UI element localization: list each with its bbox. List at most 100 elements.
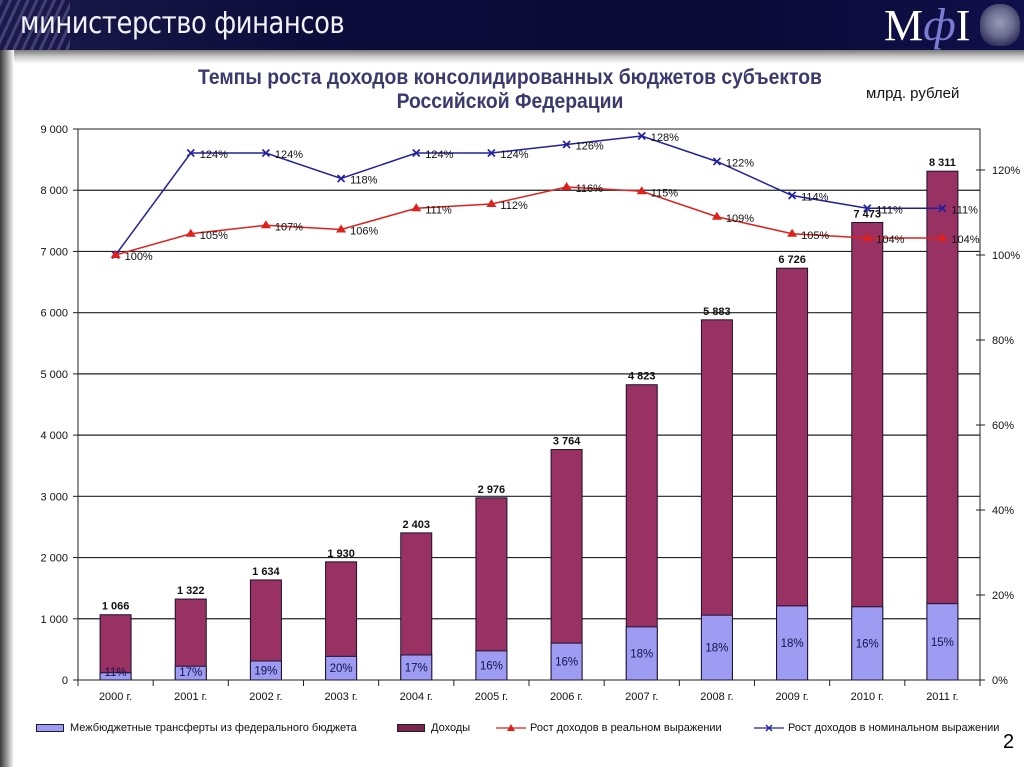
nominal-growth-label: 124% [425,149,453,161]
x-tick-label: 2005 г. [475,691,508,703]
nominal-growth-label: 114% [801,192,829,204]
frame-shadow-left [0,50,14,767]
bar-transfers [926,603,959,681]
real-growth-label: 106% [350,226,378,238]
real-growth-marker [561,182,572,190]
real-growth-marker [636,186,647,195]
real-growth-marker [411,203,422,212]
bar-transfers [249,660,282,681]
nominal-growth-marker [938,204,947,213]
chart-title: Темпы роста доходов консолидированных бю… [179,66,841,114]
coat-of-arms-icon [980,4,1020,46]
legend-label-transfers: Межбюджетные трансферты из федерального … [70,722,357,734]
x-tick-label: 2000 г. [99,691,132,703]
real-growth-marker [711,211,722,220]
y2-tick-label: 80% [992,335,1014,347]
y-tick-label: 0 [62,675,68,687]
transfer-share-label: 16% [555,657,578,669]
y2-tick-label: 120% [992,165,1020,177]
nominal-growth-marker [863,204,872,213]
bar-value-label: 1 930 [327,548,355,560]
y-tick-label: 9 000 [40,124,68,136]
real-growth-marker [185,228,196,237]
bar-transfers [99,672,132,681]
bar-value-label: 2 403 [402,519,430,531]
bar-transfers [625,626,658,681]
bar-value-label: 5 883 [703,306,731,318]
x-tick-label: 2007 г. [625,691,658,703]
logo-letter-m: М [884,1,924,50]
nominal-growth-label: 128% [651,132,679,144]
bar-value-label: 4 823 [628,371,656,383]
bar-value-label: 2 976 [478,484,506,496]
plot-area [77,128,981,681]
bar-income [550,449,583,681]
y2-tick-label: 100% [992,250,1020,262]
real-growth-label: 105% [200,230,228,242]
y-tick-label: 2 000 [40,553,68,565]
real-growth-marker [862,233,873,241]
bar-value-label: 1 322 [177,585,205,597]
bar-value-label: 6 726 [778,254,806,266]
bar-transfers [400,654,433,681]
transfer-share-label: 16% [480,660,503,672]
transfer-share-label: 18% [630,648,653,660]
y2-tick-label: 60% [992,420,1014,432]
nominal-growth-label: 126% [576,141,604,153]
transfer-share-label: 11% [104,667,126,679]
legend-item-real-growth: Рост доходов в реальном выражении [496,722,722,734]
real-growth-label: 105% [801,230,829,242]
legend-label-income: Доходы [431,722,471,734]
nominal-growth-marker [788,191,797,200]
nominal-growth-marker [562,140,571,149]
building-graphic [0,0,70,50]
bar-transfers [475,650,508,681]
nominal-growth-label: 124% [200,149,228,161]
y-tick-label: 7 000 [40,246,68,258]
bar-transfers [776,605,809,681]
x-tick-label: 2006 г. [550,691,583,703]
bar-transfers [700,614,733,681]
bar-value-label: 1 066 [102,601,130,613]
nominal-growth-line [114,135,943,256]
real-growth-line [115,186,943,256]
nominal-growth-label: 111% [876,204,903,216]
chart-legend: Межбюджетные трансферты из федерального … [36,722,1016,738]
x-tick-label: 2004 г. [400,691,433,703]
real-growth-label: 112% [500,200,528,212]
bar-income [851,221,884,681]
transfer-share-label: 18% [705,643,728,655]
page-number: 2 [1003,731,1015,753]
chart-title-line1: Темпы роста доходов консолидированных бю… [198,66,822,89]
real-growth-marker [937,233,948,241]
real-growth-label: 107% [275,221,303,233]
x-tick-label: 2002 г. [249,691,282,703]
bar-value-label: 3 764 [553,436,581,448]
real-growth-label: 116% [576,183,604,195]
legend-marker-x-icon [754,724,784,732]
y-tick-label: 6 000 [40,308,68,320]
bar-income [926,170,959,681]
legend-item-transfers: Межбюджетные трансферты из федерального … [36,722,357,734]
transfer-share-label: 20% [330,663,353,675]
chart-title-line2: Российской Федерации [396,90,624,113]
nominal-growth-marker [337,174,346,183]
nominal-growth-label: 122% [726,158,754,170]
bar-value-label: 7 473 [853,208,881,220]
frame-shadow-top [0,50,1024,64]
x-tick-label: 2009 г. [775,691,808,703]
nominal-growth-marker [412,148,421,158]
real-growth-label: 109% [726,213,754,225]
nominal-growth-label: 124% [500,149,528,161]
legend-label-nominal-growth: Рост доходов в номинальном выражении [788,722,1000,734]
x-tick-label: 2008 г. [700,691,733,703]
y2-tick-label: 0% [992,675,1008,687]
transfer-share-label: 19% [254,665,277,677]
nominal-growth-label: 118% [350,175,378,187]
bar-transfers [174,665,207,681]
legend-label-real-growth: Рост доходов в реальном выражении [530,722,722,734]
y-tick-label: 5 000 [40,369,68,381]
x-tick-label: 2003 г. [324,691,357,703]
transfer-share-label: 18% [781,638,804,650]
